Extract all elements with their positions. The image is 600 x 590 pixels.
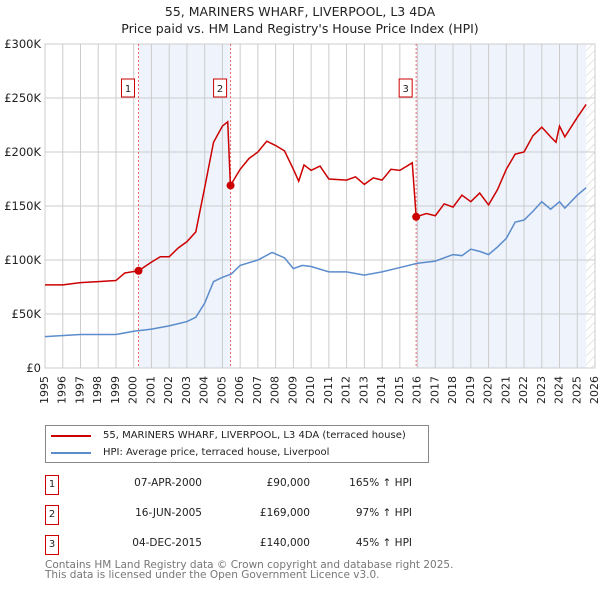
sale-point [412, 212, 421, 221]
x-tick-label: 2012 [340, 376, 353, 404]
x-tick-label: 2022 [517, 376, 530, 404]
y-tick-label: £100K [4, 253, 41, 267]
sale-price: £169,000 [259, 507, 310, 519]
x-tick-label: 2025 [570, 376, 583, 404]
x-tick-label: 2015 [393, 376, 406, 404]
x-tick-label: 2013 [357, 376, 370, 404]
x-tick-label: 2000 [127, 376, 140, 404]
x-tick-label: 2019 [464, 376, 477, 404]
plot-border [44, 43, 596, 369]
x-tick-label: 2017 [428, 376, 441, 404]
x-tick-label: 2001 [144, 376, 157, 404]
sale-price: £90,000 [266, 477, 310, 489]
sale-label: 1 [125, 84, 131, 95]
x-tick-label: 2010 [304, 376, 317, 404]
sale-label-box [213, 78, 228, 98]
y-tick-label: £50K [12, 307, 42, 321]
y-tick-label: £200K [4, 145, 41, 159]
chart-title: 55, MARINERS WHARF, LIVERPOOL, L3 4DA [164, 4, 436, 19]
sale-hpi-change: 97% ↑ HPI [355, 507, 412, 519]
x-tick-label: 2018 [446, 376, 459, 404]
sale-hpi-change: 165% ↑ HPI [349, 477, 412, 489]
sale-date: 07-APR-2000 [134, 477, 202, 489]
hpi-line [44, 187, 587, 338]
sale-label: 2 [217, 84, 223, 95]
x-tick-label: 1995 [38, 376, 51, 404]
sale-date: 04-DEC-2015 [132, 537, 202, 549]
sale-date: 16-JUN-2005 [135, 507, 202, 519]
price-line [45, 104, 587, 286]
x-tick-label: 1998 [91, 376, 104, 404]
sale-price: £140,000 [259, 537, 310, 549]
legend-label-hpi: HPI: Average price, terraced house, Live… [103, 447, 330, 458]
footer: Contains HM Land Registry data © Crown c… [45, 559, 454, 581]
x-tick-label: 2004 [198, 376, 211, 404]
sale-point [134, 266, 143, 275]
legend-swatch-hpi [51, 451, 91, 454]
sale-number: 1 [45, 475, 59, 495]
legend-label-property: 55, MARINERS WHARF, LIVERPOOL, L3 4DA (t… [103, 430, 406, 441]
legend: 55, MARINERS WHARF, LIVERPOOL, L3 4DA (t… [45, 425, 429, 463]
x-tick-label: 1999 [109, 376, 122, 404]
sale-number: 2 [45, 505, 59, 525]
sale-number: 3 [45, 535, 59, 555]
sale-point [226, 181, 235, 190]
x-tick-label: 1997 [73, 376, 86, 404]
y-tick-label: £150K [4, 199, 41, 213]
x-tick-label: 2006 [233, 376, 246, 404]
legend-swatch-property [51, 434, 91, 437]
x-tick-label: 1996 [56, 376, 69, 404]
sale-label-box [398, 78, 413, 98]
y-tick-label: £300K [4, 37, 41, 51]
x-tick-label: 2009 [286, 376, 299, 404]
x-tick-label: 2020 [482, 376, 495, 404]
x-tick-label: 2014 [375, 376, 388, 404]
footer-line-1: Contains HM Land Registry data © Crown c… [45, 559, 454, 571]
x-tick-label: 2023 [535, 376, 548, 404]
x-tick-label: 2026 [588, 376, 600, 404]
x-tick-label: 2005 [215, 376, 228, 404]
footer-line-2: This data is licensed under the Open Gov… [45, 569, 380, 581]
y-tick-label: £0 [26, 361, 41, 375]
x-tick-label: 2007 [251, 376, 264, 404]
x-tick-label: 2008 [269, 376, 282, 404]
x-tick-label: 2002 [162, 376, 175, 404]
x-tick-label: 2003 [180, 376, 193, 404]
x-tick-label: 2011 [322, 376, 335, 404]
sale-label: 3 [402, 84, 408, 95]
sale-label-box [121, 78, 135, 98]
y-tick-label: £250K [4, 91, 41, 105]
sale-hpi-change: 45% ↑ HPI [355, 537, 412, 549]
x-tick-label: 2024 [553, 376, 566, 404]
x-tick-label: 2016 [411, 376, 424, 404]
plot-area: 1995 1996 1997 1998 1999 2000 2001 2002 2003 2004… [4, 37, 600, 404]
chart-subtitle: Price paid vs. HM Land Registry's House … [121, 21, 479, 36]
x-tick-label: 2021 [499, 376, 512, 404]
